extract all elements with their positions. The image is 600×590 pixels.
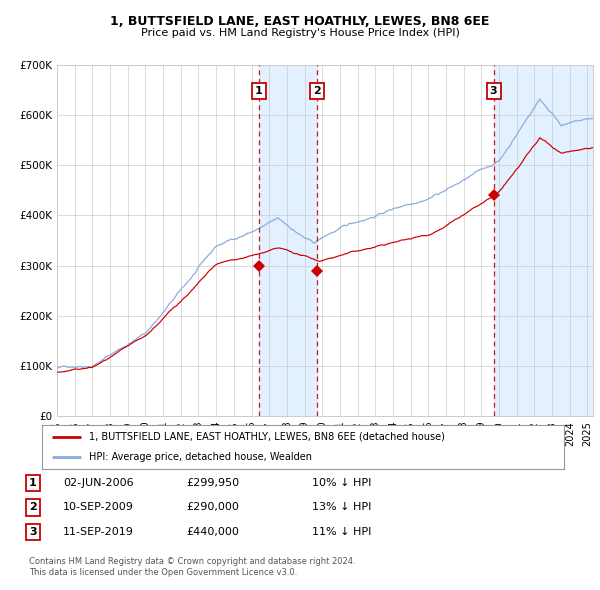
Text: 1, BUTTSFIELD LANE, EAST HOATHLY, LEWES, BN8 6EE (detached house): 1, BUTTSFIELD LANE, EAST HOATHLY, LEWES,… — [89, 432, 445, 442]
Text: HPI: Average price, detached house, Wealden: HPI: Average price, detached house, Weal… — [89, 452, 312, 462]
Text: £440,000: £440,000 — [186, 527, 239, 537]
Text: This data is licensed under the Open Government Licence v3.0.: This data is licensed under the Open Gov… — [29, 568, 297, 577]
Text: 13% ↓ HPI: 13% ↓ HPI — [312, 503, 371, 512]
Text: Contains HM Land Registry data © Crown copyright and database right 2024.: Contains HM Land Registry data © Crown c… — [29, 558, 355, 566]
Text: £299,950: £299,950 — [186, 478, 239, 487]
Text: 1: 1 — [255, 86, 263, 96]
Text: 2: 2 — [29, 503, 37, 512]
Text: Price paid vs. HM Land Registry's House Price Index (HPI): Price paid vs. HM Land Registry's House … — [140, 28, 460, 38]
Text: 11% ↓ HPI: 11% ↓ HPI — [312, 527, 371, 537]
Bar — [494, 65, 596, 416]
Text: 11-SEP-2019: 11-SEP-2019 — [63, 527, 134, 537]
Bar — [259, 65, 317, 416]
Text: 02-JUN-2006: 02-JUN-2006 — [63, 478, 134, 487]
Text: 1: 1 — [29, 478, 37, 487]
Text: 2: 2 — [313, 86, 320, 96]
Text: 10-SEP-2009: 10-SEP-2009 — [63, 503, 134, 512]
Text: 3: 3 — [490, 86, 497, 96]
Text: 1, BUTTSFIELD LANE, EAST HOATHLY, LEWES, BN8 6EE: 1, BUTTSFIELD LANE, EAST HOATHLY, LEWES,… — [110, 15, 490, 28]
Text: £290,000: £290,000 — [186, 503, 239, 512]
Text: 3: 3 — [29, 527, 37, 537]
Text: 10% ↓ HPI: 10% ↓ HPI — [312, 478, 371, 487]
